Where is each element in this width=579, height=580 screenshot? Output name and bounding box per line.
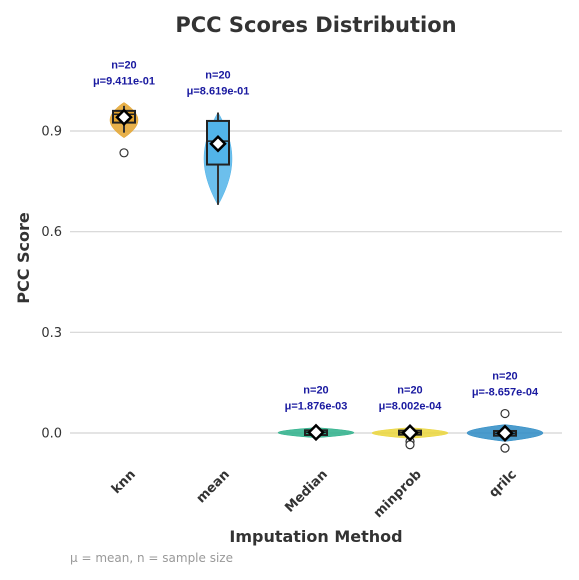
violin-group-minprob: n=20 μ=8.002e-04 bbox=[371, 385, 449, 450]
mean-label: μ=-8.657e-04 bbox=[472, 387, 539, 399]
y-tick-label: 0.9 bbox=[41, 125, 62, 140]
outlier-point bbox=[500, 443, 510, 453]
mean-marker bbox=[209, 135, 227, 153]
n-label: n=20 bbox=[397, 385, 422, 397]
x-tick-label: qrilc bbox=[486, 467, 519, 500]
outlier-point bbox=[500, 408, 510, 419]
y-tick-label: 0.3 bbox=[41, 326, 62, 341]
mean-label: μ=1.876e-03 bbox=[285, 401, 348, 413]
violin-group-mean: n=20 μ=8.619e-01 bbox=[187, 70, 250, 206]
x-tick-label: mean bbox=[194, 467, 233, 506]
n-label: n=20 bbox=[303, 385, 328, 397]
violin-group-qrilc: n=20 μ=-8.657e-04 bbox=[466, 371, 544, 453]
mean-marker bbox=[496, 424, 514, 443]
mean-marker bbox=[307, 423, 325, 442]
n-label: n=20 bbox=[205, 70, 230, 82]
mean-label: μ=8.619e-01 bbox=[187, 86, 250, 98]
mean-marker bbox=[115, 108, 133, 126]
y-axis-title: PCC Score bbox=[14, 212, 33, 304]
x-tick-label: minprob bbox=[371, 467, 425, 521]
x-tick-label: knn bbox=[109, 467, 139, 497]
n-label: n=20 bbox=[111, 59, 136, 71]
y-tick-label: 0.6 bbox=[41, 225, 62, 240]
y-axis: 0.0 0.3 0.6 0.9 bbox=[41, 125, 62, 442]
violin-group-knn: n=20 μ=9.411e-01 bbox=[93, 59, 155, 158]
mean-marker bbox=[401, 423, 419, 442]
n-label: n=20 bbox=[492, 371, 517, 383]
chart-title: PCC Scores Distribution bbox=[175, 13, 456, 37]
x-tick-label: Median bbox=[282, 467, 330, 515]
violin-group-Median: n=20 μ=1.876e-03 bbox=[277, 385, 355, 442]
mean-label: μ=8.002e-04 bbox=[379, 401, 443, 413]
outlier-point bbox=[119, 148, 129, 158]
outlier-point bbox=[405, 440, 415, 450]
plot-layer: n=20 μ=9.411e-01 n=20 μ=8.619e-01 n=20 μ=1.87… bbox=[93, 59, 544, 453]
footnote: μ = mean, n = sample size bbox=[70, 551, 233, 565]
mean-label: μ=9.411e-01 bbox=[93, 75, 155, 87]
x-axis: knn mean Median minprob qrilc bbox=[109, 467, 520, 521]
x-axis-title: Imputation Method bbox=[229, 527, 402, 546]
y-tick-label: 0.0 bbox=[41, 427, 62, 442]
